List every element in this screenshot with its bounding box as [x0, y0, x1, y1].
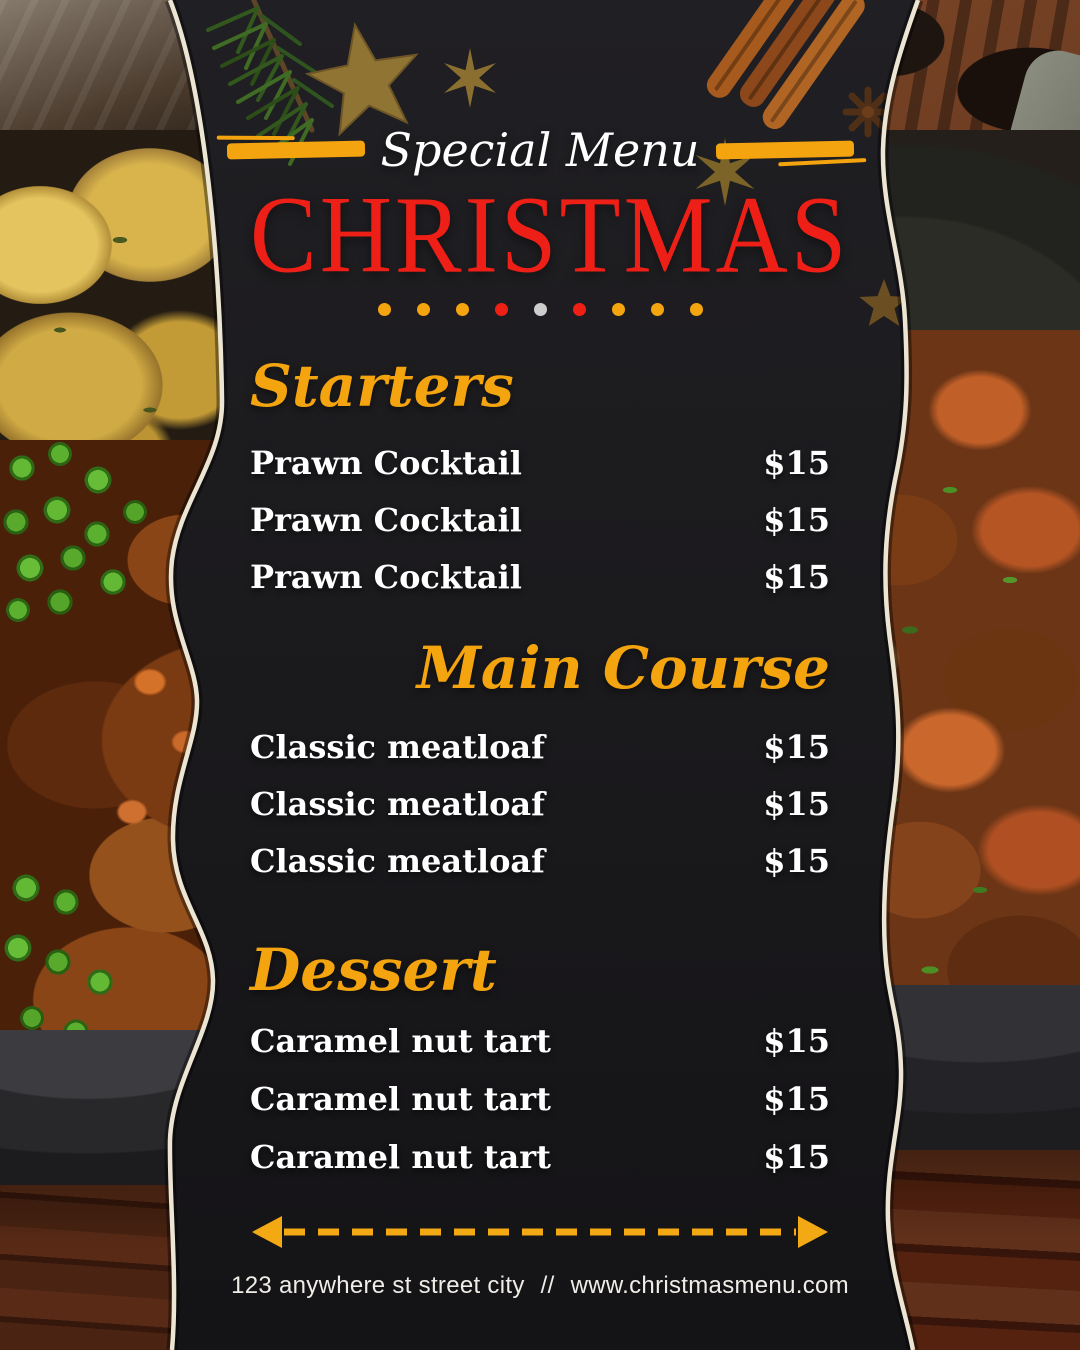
gold-star-icon	[304, 22, 419, 137]
dot-icon	[611, 303, 625, 316]
section-heading-dessert: Dessert	[250, 936, 497, 1004]
menu-content: Special Menu CHRISTMAS Starters Prawn Co…	[226, 0, 854, 1350]
star-anise-icon	[842, 86, 894, 138]
menu-item-name: Caramel nut tart	[250, 1080, 551, 1118]
menu-item-row: Classic meatloaf $15	[250, 724, 830, 770]
menu-item-price: $15	[763, 1022, 830, 1060]
section-heading-starters: Starters	[250, 352, 514, 420]
snowflake-star-icon	[695, 138, 755, 206]
menu-item-name: Classic meatloaf	[250, 728, 545, 766]
dot-icon	[689, 303, 703, 316]
menu-item-name: Prawn Cocktail	[250, 444, 522, 482]
menu-item-price: $15	[763, 1080, 830, 1118]
menu-item-price: $15	[763, 785, 830, 823]
dot-icon	[455, 303, 469, 316]
menu-item-price: $15	[763, 444, 830, 482]
wavy-border-left	[167, 0, 225, 1350]
gold-star-icon	[859, 279, 909, 326]
menu-item-row: Prawn Cocktail $15	[250, 440, 830, 486]
menu-item-row: Classic meatloaf $15	[250, 781, 830, 827]
menu-item-name: Classic meatloaf	[250, 842, 545, 880]
poster-title: CHRISTMAS	[250, 173, 850, 296]
pine-branch-icon	[206, 0, 334, 166]
footer-website: www.christmasmenu.com	[570, 1272, 849, 1299]
dot-icon	[494, 303, 508, 316]
dot-icon	[533, 303, 547, 316]
dot-icon	[416, 303, 430, 316]
section-heading-main-course: Main Course	[416, 634, 830, 702]
cinnamon-sticks-icon	[706, 0, 865, 130]
footer-address: 123 anywhere st street city	[231, 1272, 525, 1299]
menu-item-price: $15	[763, 1138, 830, 1176]
dot-icon	[650, 303, 664, 316]
menu-item-name: Prawn Cocktail	[250, 558, 522, 596]
footer: 123 anywhere st street city // www.chris…	[231, 1272, 849, 1300]
menu-item-row: Caramel nut tart $15	[250, 1018, 830, 1064]
menu-item-price: $15	[763, 842, 830, 880]
menu-item-row: Caramel nut tart $15	[250, 1134, 830, 1180]
menu-item-row: Classic meatloaf $15	[250, 838, 830, 884]
brush-stroke-left-icon	[226, 140, 365, 160]
eyebrow-title: Special Menu	[380, 123, 700, 177]
decor-dots	[250, 303, 830, 316]
snowflake-star-icon	[444, 48, 496, 108]
dashed-arrow-icon	[250, 1210, 830, 1254]
menu-item-name: Classic meatloaf	[250, 785, 545, 823]
menu-item-row: Prawn Cocktail $15	[250, 554, 830, 600]
menu-item-price: $15	[763, 728, 830, 766]
menu-item-price: $15	[763, 501, 830, 539]
menu-item-row: Prawn Cocktail $15	[250, 497, 830, 543]
footer-separator: //	[540, 1272, 555, 1299]
eyebrow-row: Special Menu	[226, 112, 854, 188]
panel-background	[169, 0, 919, 1350]
menu-item-name: Prawn Cocktail	[250, 501, 522, 539]
wavy-border-right	[880, 0, 921, 1350]
brush-stroke-right-icon	[715, 140, 854, 160]
menu-item-name: Caramel nut tart	[250, 1138, 551, 1176]
dot-icon	[572, 303, 586, 316]
dot-icon	[377, 303, 391, 316]
menu-item-name: Caramel nut tart	[250, 1022, 551, 1060]
menu-item-row: Caramel nut tart $15	[250, 1076, 830, 1122]
menu-item-price: $15	[763, 558, 830, 596]
